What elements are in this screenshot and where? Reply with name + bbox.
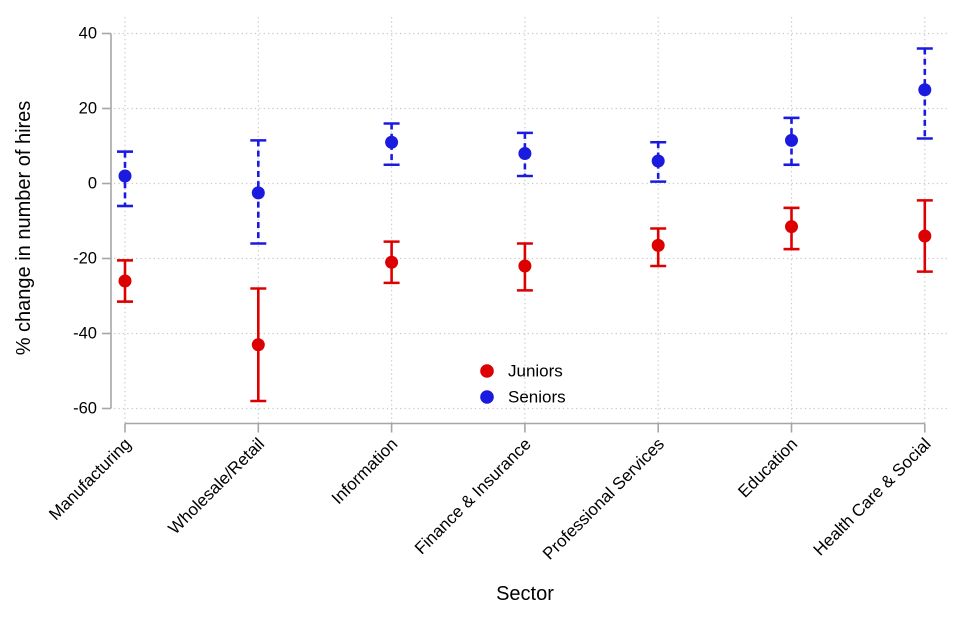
- juniors-marker: [518, 259, 532, 273]
- y-tick-label: -20: [73, 250, 97, 268]
- y-tick-label: -40: [73, 325, 97, 343]
- x-category-label: Education: [734, 434, 801, 501]
- juniors-marker: [251, 338, 265, 352]
- seniors-marker: [918, 83, 932, 97]
- seniors-marker: [651, 154, 665, 168]
- juniors-marker: [918, 229, 932, 243]
- legend-label-juniors: Juniors: [508, 362, 563, 381]
- x-category-label: Finance & Insurance: [411, 434, 535, 558]
- juniors-marker: [651, 238, 665, 252]
- seniors-marker: [785, 133, 798, 147]
- juniors-marker: [118, 274, 132, 288]
- seniors-marker: [518, 147, 532, 160]
- y-axis-title: % change in number of hires: [13, 101, 35, 356]
- x-category-label: Professional Services: [539, 434, 668, 563]
- y-tick-label: 0: [88, 175, 97, 193]
- legend-dot-juniors: [480, 364, 494, 378]
- seniors-marker: [385, 135, 399, 149]
- seniors-marker: [251, 186, 265, 200]
- y-tick-label: 40: [79, 25, 97, 43]
- seniors-marker: [118, 169, 132, 183]
- x-category-label: Health Care & Social: [810, 434, 935, 559]
- juniors-marker: [785, 220, 798, 234]
- legend-label-seniors: Seniors: [508, 388, 566, 407]
- x-category-label: Information: [328, 434, 402, 508]
- juniors-marker: [385, 255, 399, 269]
- x-axis-title: Sector: [496, 583, 554, 605]
- y-tick-label: 20: [79, 100, 97, 118]
- x-category-label: Manufacturing: [45, 434, 135, 524]
- legend-dot-seniors: [480, 390, 494, 404]
- y-tick-label: -60: [73, 400, 97, 418]
- x-category-label: Wholesale/Retail: [164, 434, 268, 538]
